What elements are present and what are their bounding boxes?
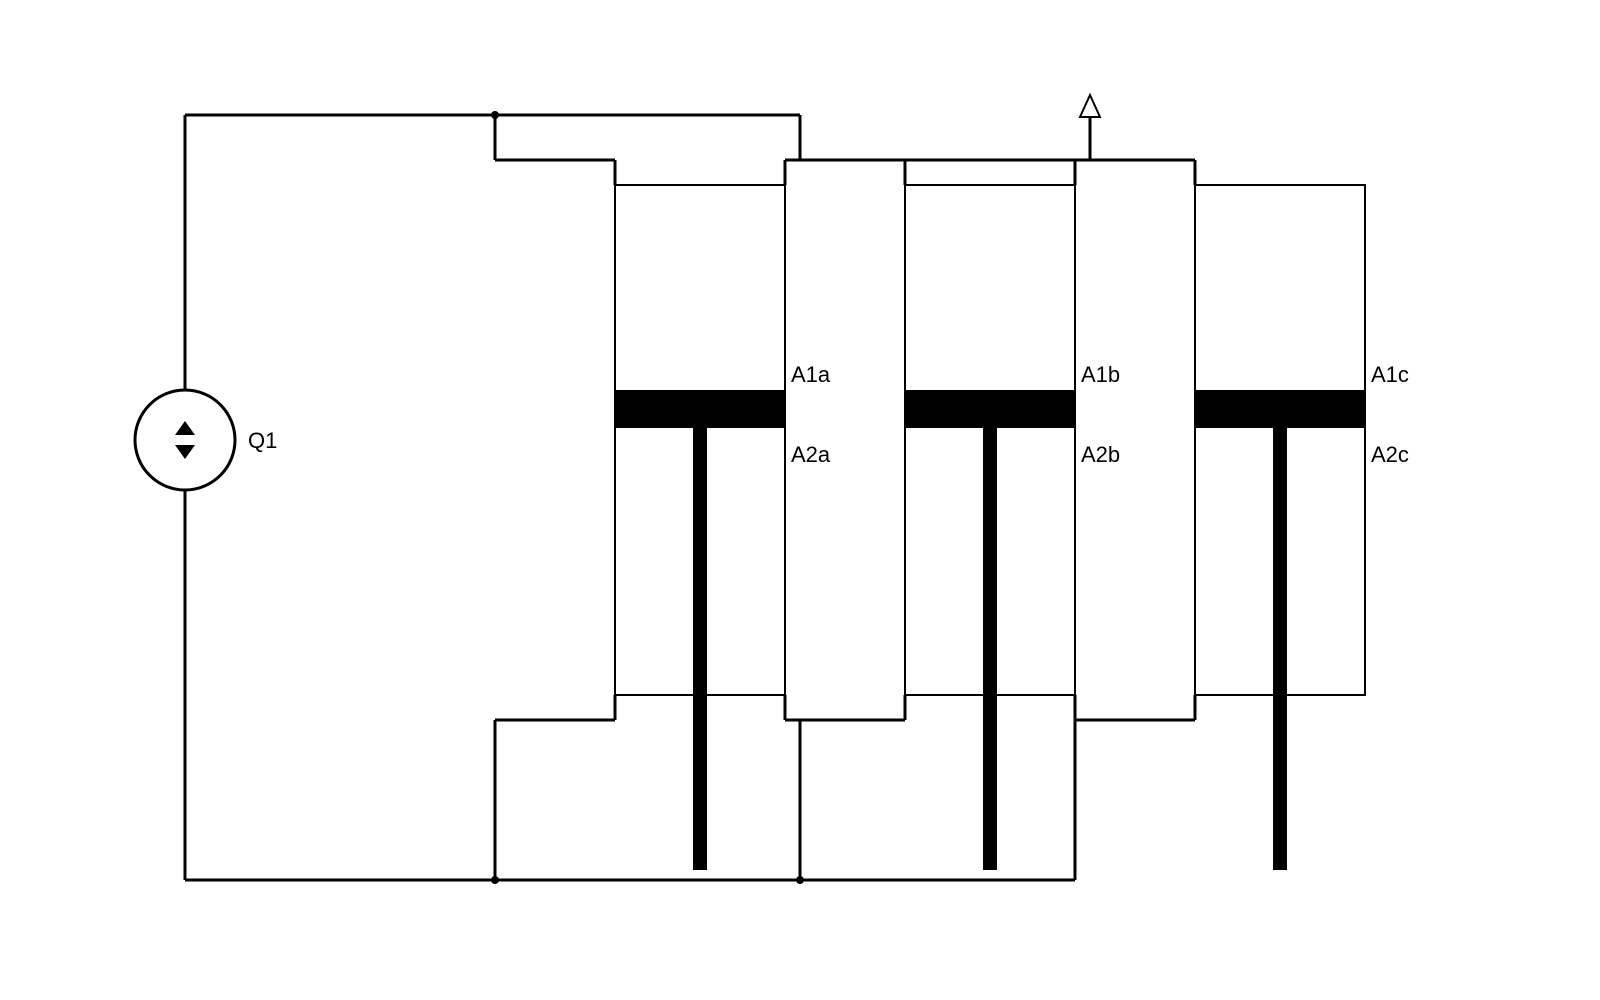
source-q1 [135,390,235,490]
circuit-diagram: Q1 A1a A2a A1b A2b A1c A2c [0,0,1600,1000]
piston-head-1 [905,390,1075,428]
source-label: Q1 [248,428,277,453]
piston-rod-2 [1273,428,1287,870]
piston-label-lower-2: A2c [1371,442,1409,467]
junction-dot-2 [796,876,804,884]
piston-rod-1 [983,428,997,870]
outlet-arrow-icon [1080,95,1100,117]
piston-label-upper-2: A1c [1371,362,1409,387]
junction-dot-1 [491,876,499,884]
piston-label-upper-1: A1b [1081,362,1120,387]
piston-label-lower-0: A2a [791,442,831,467]
piston-head-0 [615,390,785,428]
junction-dot-0 [491,111,499,119]
piston-head-2 [1195,390,1365,428]
source-arrow-up-icon [175,421,195,435]
source-arrow-down-icon [175,445,195,459]
piston-label-upper-0: A1a [791,362,831,387]
piston-label-lower-1: A2b [1081,442,1120,467]
piston-rod-0 [693,428,707,870]
